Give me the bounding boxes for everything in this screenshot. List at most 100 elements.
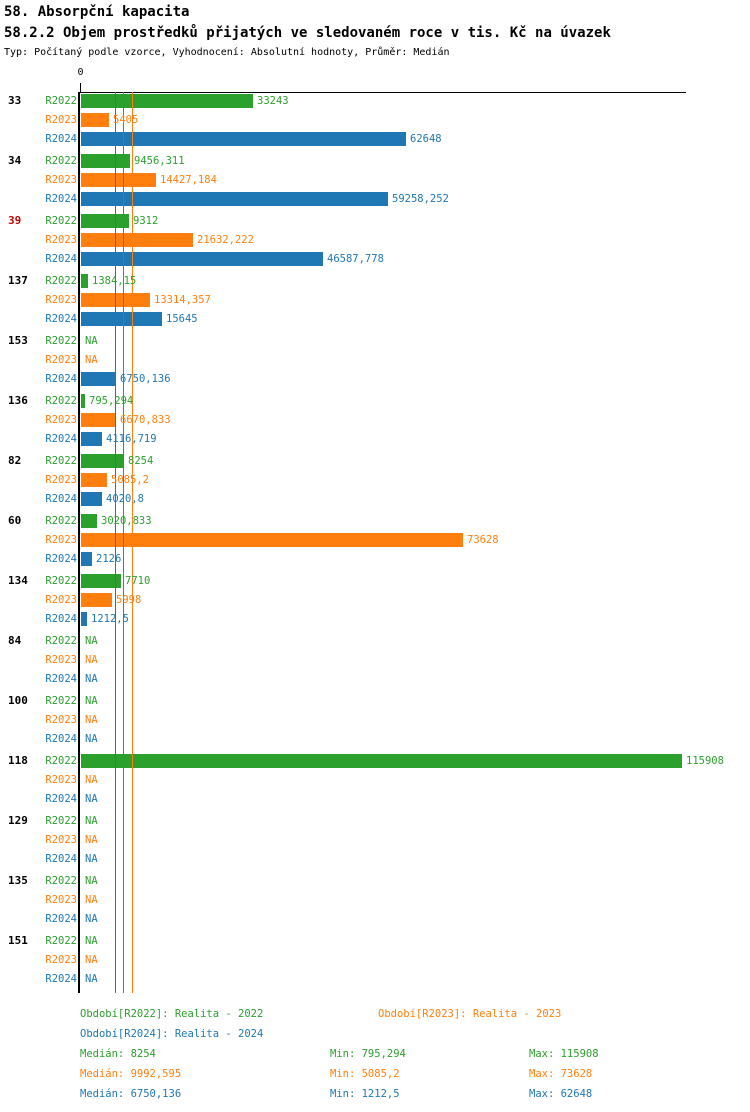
- stat-max-r2023: Max: 73628: [529, 1068, 593, 1080]
- group-id-label: 118: [8, 754, 28, 767]
- stat-median-r2022: Medián: 8254: [80, 1048, 156, 1060]
- group-id-label: 84: [8, 634, 22, 647]
- value-label: 3020,833: [101, 515, 152, 527]
- bar-r2023: [81, 173, 156, 187]
- bar-r2022: [81, 454, 124, 468]
- value-label: 6750,136: [120, 373, 171, 385]
- group-id-label: 60: [8, 514, 22, 527]
- bar-r2022: [81, 214, 129, 228]
- value-label: NA: [85, 774, 98, 786]
- series-row-label-r2022: R2022: [45, 395, 77, 407]
- bar-r2023: [81, 233, 193, 247]
- series-row-label-r2022: R2022: [45, 515, 77, 527]
- series-row-label-r2022: R2022: [45, 575, 77, 587]
- series-row-label-r2022: R2022: [45, 215, 77, 227]
- group-id-label: 136: [8, 394, 28, 407]
- median-line-r2023: [132, 92, 133, 993]
- value-label: NA: [85, 335, 98, 347]
- series-row-label-r2023: R2023: [45, 354, 77, 366]
- value-label: NA: [85, 935, 98, 947]
- series-row-label-r2022: R2022: [45, 155, 77, 167]
- bar-r2024: [81, 252, 323, 266]
- value-label: 6670,833: [120, 414, 171, 426]
- value-label: NA: [85, 654, 98, 666]
- value-label: 115908: [686, 755, 724, 767]
- group-id-label: 135: [8, 874, 28, 887]
- value-label: NA: [85, 695, 98, 707]
- bar-r2024: [81, 552, 92, 566]
- series-row-label-r2023: R2023: [45, 594, 77, 606]
- series-row-label-r2023: R2023: [45, 414, 77, 426]
- bar-r2024: [81, 192, 388, 206]
- value-label: 73628: [467, 534, 499, 546]
- bar-r2023: [81, 533, 463, 547]
- x-axis-line: [80, 92, 686, 93]
- group-id-label: 137: [8, 274, 28, 287]
- value-label: 15645: [166, 313, 198, 325]
- series-row-label-r2024: R2024: [45, 493, 77, 505]
- series-row-label-r2023: R2023: [45, 294, 77, 306]
- median-line-r2022: [123, 92, 124, 993]
- bar-r2024: [81, 372, 116, 386]
- stat-median-r2024: Medián: 6750,136: [80, 1088, 182, 1100]
- stat-min-r2022: Min: 795,294: [330, 1048, 406, 1060]
- series-row-label-r2022: R2022: [45, 275, 77, 287]
- series-row-label-r2022: R2022: [45, 455, 77, 467]
- page-title: 58. Absorpční kapacita: [4, 4, 190, 20]
- stat-median-r2023: Medián: 9992,595: [80, 1068, 182, 1080]
- series-row-label-r2023: R2023: [45, 474, 77, 486]
- legend-r2022: Období[R2022]: Realita - 2022: [80, 1008, 264, 1020]
- series-row-label-r2023: R2023: [45, 954, 77, 966]
- bar-r2024: [81, 132, 406, 146]
- series-row-label-r2024: R2024: [45, 133, 77, 145]
- series-row-label-r2024: R2024: [45, 553, 77, 565]
- value-label: NA: [85, 875, 98, 887]
- x-axis-zero-tick-label: 0: [77, 67, 84, 78]
- value-label: 59258,252: [392, 193, 449, 205]
- series-row-label-r2023: R2023: [45, 774, 77, 786]
- value-label: 795,294: [89, 395, 134, 407]
- series-row-label-r2022: R2022: [45, 95, 77, 107]
- series-row-label-r2023: R2023: [45, 714, 77, 726]
- value-label: 1212,5: [91, 613, 129, 625]
- group-id-label: 33: [8, 94, 22, 107]
- series-row-label-r2024: R2024: [45, 613, 77, 625]
- value-label: NA: [85, 793, 98, 805]
- y-axis-line: [78, 92, 80, 993]
- bar-r2022: [81, 574, 121, 588]
- series-row-label-r2023: R2023: [45, 894, 77, 906]
- value-label: 21632,222: [197, 234, 254, 246]
- group-id-label: 100: [8, 694, 28, 707]
- group-id-label: 39: [8, 214, 22, 227]
- value-label: NA: [85, 913, 98, 925]
- value-label: 13314,357: [154, 294, 211, 306]
- series-row-label-r2022: R2022: [45, 935, 77, 947]
- series-row-label-r2022: R2022: [45, 815, 77, 827]
- value-label: NA: [85, 834, 98, 846]
- bar-r2022: [81, 514, 97, 528]
- value-label: NA: [85, 954, 98, 966]
- bar-r2023: [81, 113, 109, 127]
- value-label: NA: [85, 853, 98, 865]
- value-label: 62648: [410, 133, 442, 145]
- series-row-label-r2024: R2024: [45, 733, 77, 745]
- value-label: 5998: [116, 594, 142, 606]
- stat-min-r2024: Min: 1212,5: [330, 1088, 400, 1100]
- bar-r2022: [81, 274, 88, 288]
- bar-r2024: [81, 612, 87, 626]
- series-row-label-r2024: R2024: [45, 973, 77, 985]
- series-row-label-r2022: R2022: [45, 695, 77, 707]
- bar-r2023: [81, 413, 116, 427]
- value-label: 2126: [96, 553, 122, 565]
- stat-min-r2023: Min: 5085,2: [330, 1068, 400, 1080]
- stat-max-r2022: Max: 115908: [529, 1048, 599, 1060]
- group-id-label: 129: [8, 814, 28, 827]
- series-row-label-r2024: R2024: [45, 313, 77, 325]
- value-label: NA: [85, 973, 98, 985]
- bar-r2022: [81, 154, 130, 168]
- bar-r2023: [81, 593, 112, 607]
- series-row-label-r2022: R2022: [45, 755, 77, 767]
- series-row-label-r2023: R2023: [45, 654, 77, 666]
- series-row-label-r2022: R2022: [45, 635, 77, 647]
